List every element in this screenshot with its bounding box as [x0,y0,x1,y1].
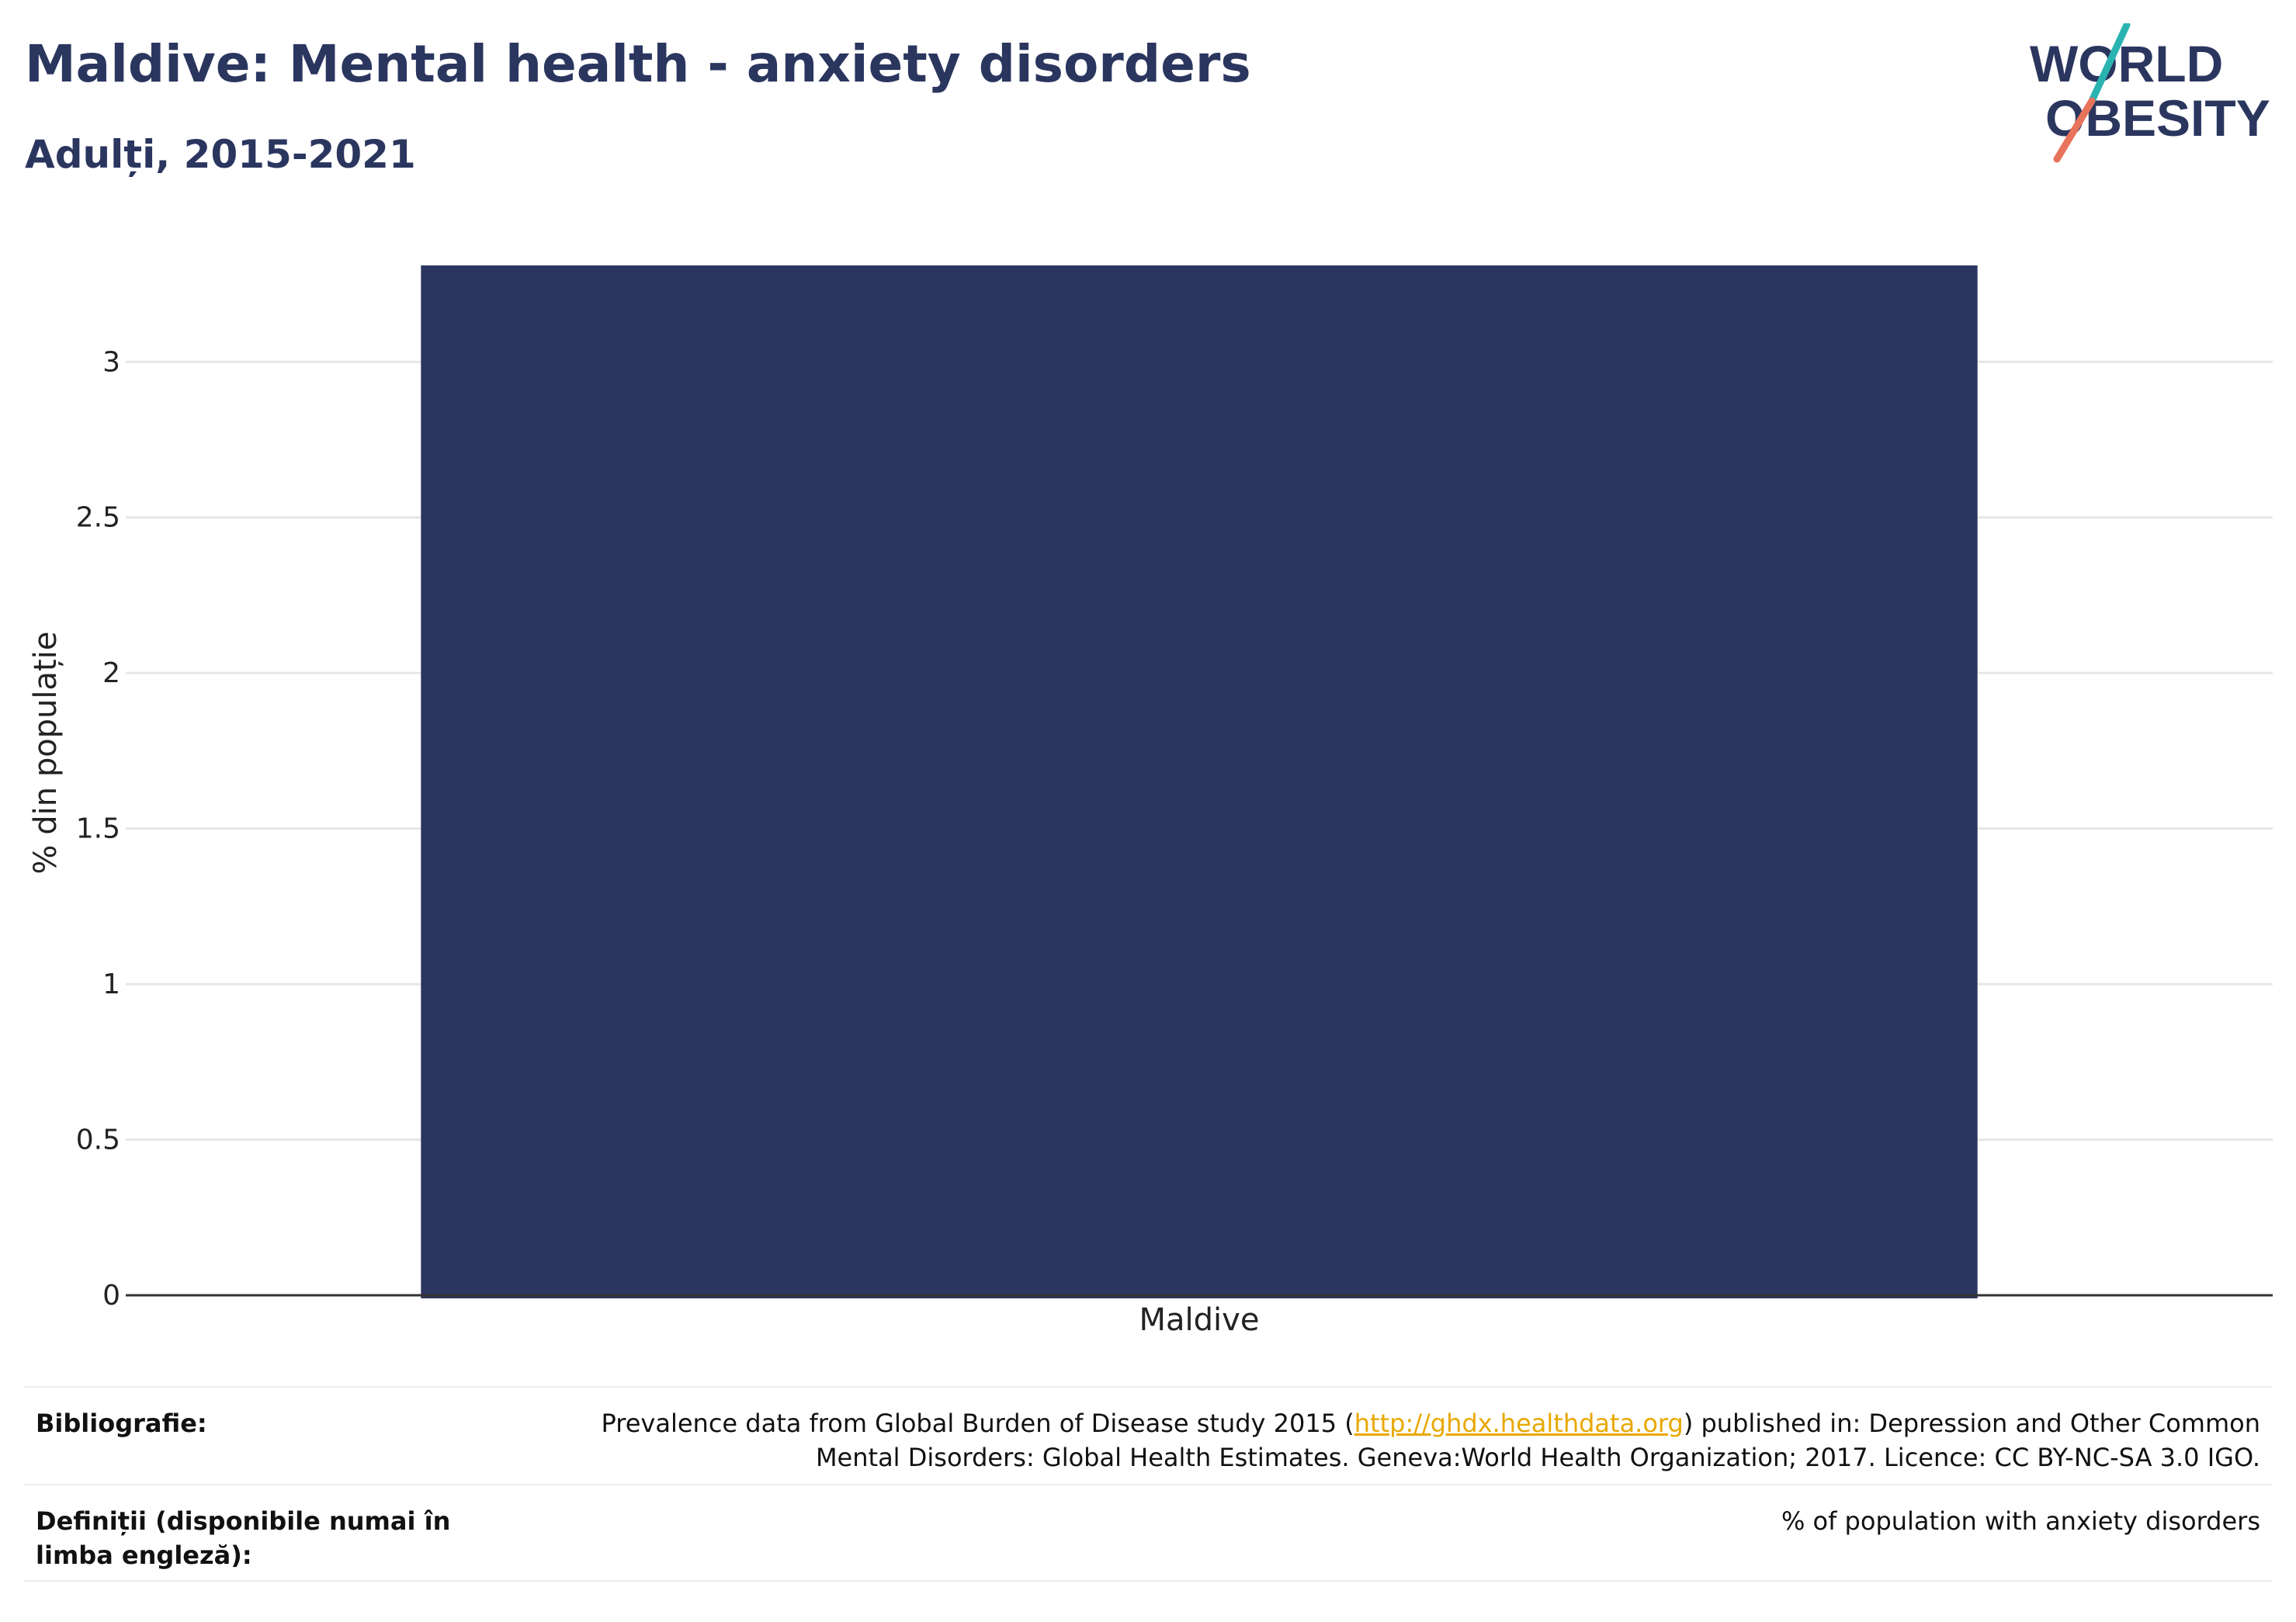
y-tick-label: 2 [102,657,120,689]
x-tick-label: Maldive [1139,1302,1260,1338]
logo-slash-bottom [2053,97,2096,163]
bar-chart: 0 0.5 1 1.5 2 2.5 3 Maldive % din populație [28,265,2273,1338]
y-tick-label: 1.5 [76,813,120,845]
y-tick-label: 0 [102,1280,120,1312]
y-tick-labels: 0 0.5 1 1.5 2 2.5 3 [76,346,120,1312]
bibliography-link[interactable]: http://ghdx.healthdata.org [1354,1409,1684,1438]
bibliography-text-line2: Mental Disorders: Global Health Estimate… [815,1443,2260,1472]
bar-maldive[interactable] [421,265,1978,1298]
y-tick-label: 2.5 [76,502,120,534]
y-tick-label: 3 [102,346,120,378]
logo-word-world: WORLD [2030,35,2223,92]
bibliography-label: Bibliografie: [36,1409,207,1438]
bars [421,265,1978,1298]
y-tick-label: 1 [102,969,120,1000]
y-tick-label: 0.5 [76,1125,120,1156]
chart-title: Maldive: Mental health - anxiety disorde… [25,34,1251,94]
bibliography-text-end: ) published in: Depression and Other Com… [1683,1409,2260,1438]
bibliography-text-start: Prevalence data from Global Burden of Di… [601,1409,1354,1438]
x-tick-labels: Maldive [1139,1302,1260,1338]
chart-subtitle: Adulți, 2015-2021 [25,132,416,177]
footer-divider-middle [23,1484,2273,1485]
definitions-text: % of population with anxiety disorders [1781,1506,2260,1536]
y-axis-title: % din populație [28,632,64,875]
world-obesity-logo: WORLD OBESITY [2030,23,2270,163]
footer-divider-top [23,1386,2273,1388]
footer-divider-bottom [23,1580,2273,1582]
bibliography-text: Prevalence data from Global Burden of Di… [602,1406,2260,1475]
definitions-label: Definiții (disponibile numai în limba en… [36,1506,451,1570]
logo-slash-top [2088,23,2131,105]
